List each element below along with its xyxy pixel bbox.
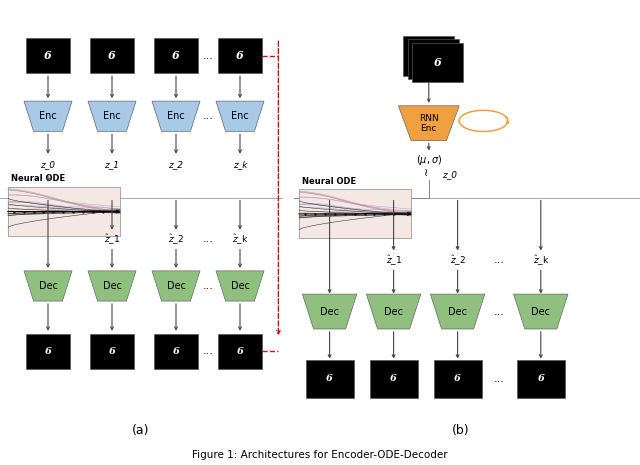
Text: $\hat{z}$_2: $\hat{z}$_2	[449, 253, 466, 267]
FancyBboxPatch shape	[154, 334, 198, 368]
FancyBboxPatch shape	[412, 43, 463, 82]
Text: $\hat{z}$_1: $\hat{z}$_1	[385, 253, 402, 267]
Text: Figure 1: Architectures for Encoder-ODE-Decoder: Figure 1: Architectures for Encoder-ODE-…	[192, 450, 448, 460]
FancyBboxPatch shape	[306, 360, 354, 398]
Text: z_2: z_2	[168, 160, 184, 170]
Text: ...: ...	[203, 234, 213, 245]
Text: $(\mu, \sigma)$: $(\mu, \sigma)$	[416, 153, 442, 167]
Text: 6: 6	[172, 50, 180, 61]
Polygon shape	[303, 294, 357, 329]
Text: $\hat{z}$_1: $\hat{z}$_1	[104, 232, 120, 246]
Text: ...: ...	[203, 51, 213, 61]
FancyBboxPatch shape	[26, 334, 70, 368]
Polygon shape	[430, 294, 485, 329]
Text: 6: 6	[538, 374, 544, 384]
FancyBboxPatch shape	[154, 39, 198, 73]
Text: Enc: Enc	[39, 111, 57, 121]
Text: Dec: Dec	[230, 281, 250, 291]
FancyBboxPatch shape	[90, 39, 134, 73]
FancyBboxPatch shape	[403, 36, 454, 76]
FancyBboxPatch shape	[517, 360, 565, 398]
Text: (a): (a)	[132, 424, 150, 437]
FancyBboxPatch shape	[218, 39, 262, 73]
Text: Enc: Enc	[103, 111, 121, 121]
Text: Neural ODE: Neural ODE	[12, 174, 65, 183]
Text: 6: 6	[44, 50, 52, 61]
Polygon shape	[398, 106, 460, 141]
Text: Dec: Dec	[531, 306, 550, 317]
Text: Neural ODE: Neural ODE	[303, 177, 356, 186]
Text: $\hat{z}$_k: $\hat{z}$_k	[532, 253, 549, 267]
Polygon shape	[216, 101, 264, 132]
Polygon shape	[24, 101, 72, 132]
Polygon shape	[152, 101, 200, 132]
Text: Dec: Dec	[384, 306, 403, 317]
Text: ...: ...	[203, 281, 213, 291]
Text: ...: ...	[203, 346, 213, 356]
Polygon shape	[366, 294, 421, 329]
Polygon shape	[152, 271, 200, 301]
Text: Dec: Dec	[102, 281, 122, 291]
FancyBboxPatch shape	[26, 39, 70, 73]
Text: z_1: z_1	[104, 160, 120, 170]
Text: $\mathit{\wr}$: $\mathit{\wr}$	[423, 166, 428, 178]
Text: ...: ...	[494, 374, 504, 384]
Text: Enc: Enc	[231, 111, 249, 121]
Text: $\hat{z}$_2: $\hat{z}$_2	[168, 232, 184, 246]
FancyBboxPatch shape	[8, 187, 120, 236]
Text: Dec: Dec	[320, 306, 339, 317]
Text: z_0: z_0	[442, 170, 456, 179]
Text: RNN
Enc: RNN Enc	[419, 113, 438, 133]
Polygon shape	[88, 101, 136, 132]
Text: ...: ...	[494, 255, 504, 266]
Text: (b): (b)	[452, 424, 470, 437]
Text: z_k: z_k	[233, 160, 247, 170]
Text: 6: 6	[109, 346, 115, 356]
Text: 6: 6	[326, 374, 333, 384]
Text: $\hat{z}$_k: $\hat{z}$_k	[232, 232, 248, 246]
Text: Dec: Dec	[38, 281, 58, 291]
Text: 6: 6	[45, 346, 51, 356]
Text: Enc: Enc	[167, 111, 185, 121]
Text: 6: 6	[454, 374, 461, 384]
FancyBboxPatch shape	[218, 334, 262, 368]
Text: 6: 6	[390, 374, 397, 384]
FancyBboxPatch shape	[370, 360, 418, 398]
Polygon shape	[216, 271, 264, 301]
FancyBboxPatch shape	[300, 190, 412, 238]
Text: Dec: Dec	[448, 306, 467, 317]
Text: 6: 6	[173, 346, 179, 356]
Text: 6: 6	[237, 346, 243, 356]
FancyBboxPatch shape	[90, 334, 134, 368]
Text: 6: 6	[434, 57, 442, 68]
FancyBboxPatch shape	[434, 360, 481, 398]
Text: 6: 6	[108, 50, 116, 61]
Polygon shape	[88, 271, 136, 301]
Polygon shape	[514, 294, 568, 329]
Polygon shape	[24, 271, 72, 301]
Text: 6: 6	[236, 50, 244, 61]
Text: ...: ...	[494, 306, 504, 317]
Text: Dec: Dec	[166, 281, 186, 291]
Text: z_0: z_0	[40, 160, 56, 170]
Text: ...: ...	[203, 111, 213, 121]
FancyBboxPatch shape	[408, 40, 459, 79]
